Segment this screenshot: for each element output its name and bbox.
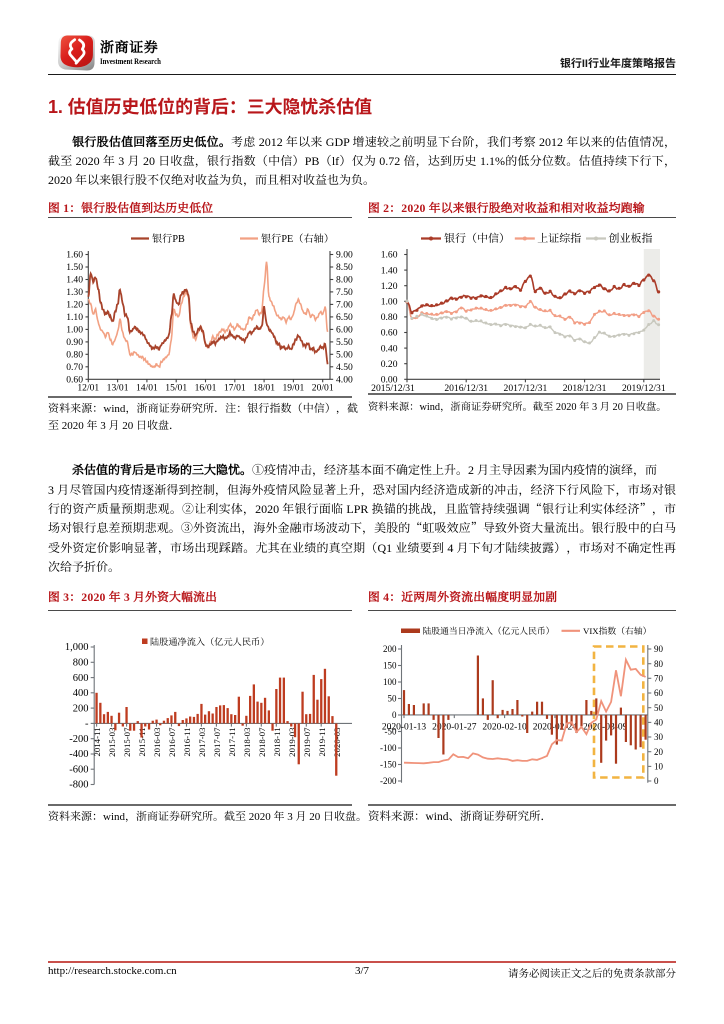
svg-text:17/01: 17/01 xyxy=(224,380,246,394)
svg-text:100: 100 xyxy=(383,675,397,688)
svg-text:1.40: 1.40 xyxy=(381,262,398,276)
svg-text:2015-07: 2015-07 xyxy=(120,727,133,757)
svg-text:600: 600 xyxy=(73,670,89,685)
svg-text:0.80: 0.80 xyxy=(66,347,83,361)
svg-text:20/01: 20/01 xyxy=(312,380,334,394)
svg-text:8.00: 8.00 xyxy=(336,272,353,286)
svg-text:VIX指数（右轴）: VIX指数（右轴） xyxy=(583,624,651,637)
svg-text:9.00: 9.00 xyxy=(336,247,353,261)
svg-text:19/01: 19/01 xyxy=(282,380,304,394)
svg-text:20: 20 xyxy=(654,745,664,758)
svg-text:-800: -800 xyxy=(69,777,88,792)
svg-text:6.00: 6.00 xyxy=(336,322,353,336)
svg-text:0: 0 xyxy=(392,708,397,721)
svg-text:-200: -200 xyxy=(380,774,397,787)
svg-text:1.40: 1.40 xyxy=(66,272,83,286)
svg-text:0: 0 xyxy=(654,774,659,787)
svg-text:2018-03: 2018-03 xyxy=(240,727,253,757)
svg-text:0.00: 0.00 xyxy=(381,372,398,386)
svg-text:2015-11: 2015-11 xyxy=(135,728,148,757)
svg-text:50: 50 xyxy=(388,692,398,705)
svg-text:1,000: 1,000 xyxy=(65,639,89,654)
svg-text:上证综指: 上证综指 xyxy=(537,230,581,246)
svg-text:2018-07: 2018-07 xyxy=(255,727,268,757)
svg-text:1.10: 1.10 xyxy=(66,309,83,323)
svg-text:14/01: 14/01 xyxy=(136,380,158,394)
svg-text:2017-03: 2017-03 xyxy=(195,727,208,757)
svg-text:2020-02-10: 2020-02-10 xyxy=(482,719,527,733)
svg-text:-600: -600 xyxy=(69,761,88,776)
svg-text:银行（中信）: 银行（中信） xyxy=(444,230,510,246)
svg-text:800: 800 xyxy=(73,655,89,670)
svg-text:2019-11: 2019-11 xyxy=(315,728,328,757)
svg-text:0.70: 0.70 xyxy=(66,359,83,373)
svg-text:7.50: 7.50 xyxy=(336,284,353,298)
svg-text:2014-11: 2014-11 xyxy=(90,728,103,757)
svg-text:80: 80 xyxy=(654,657,664,670)
svg-text:0.90: 0.90 xyxy=(66,334,83,348)
svg-text:-150: -150 xyxy=(380,758,397,771)
svg-text:10: 10 xyxy=(654,760,664,773)
svg-text:4.50: 4.50 xyxy=(336,359,353,373)
svg-text:5.00: 5.00 xyxy=(336,347,353,361)
svg-text:150: 150 xyxy=(383,659,397,672)
svg-text:60: 60 xyxy=(654,686,664,699)
svg-text:-400: -400 xyxy=(69,746,88,761)
svg-text:6.50: 6.50 xyxy=(336,309,353,323)
svg-text:18/01: 18/01 xyxy=(253,380,275,394)
svg-text:0.60: 0.60 xyxy=(66,372,83,386)
svg-text:2019/12/31: 2019/12/31 xyxy=(622,380,666,394)
svg-text:银行PE（右轴）: 银行PE（右轴） xyxy=(261,230,334,245)
svg-text:40: 40 xyxy=(654,716,664,729)
svg-text:1.00: 1.00 xyxy=(66,322,83,336)
svg-text:2017-11: 2017-11 xyxy=(225,728,238,757)
svg-text:-: - xyxy=(85,716,89,731)
svg-text:2019-07: 2019-07 xyxy=(300,727,313,757)
svg-text:-50: -50 xyxy=(385,725,397,738)
svg-text:2018-11: 2018-11 xyxy=(270,728,283,757)
svg-text:0.60: 0.60 xyxy=(381,325,398,339)
svg-text:2020-01-13: 2020-01-13 xyxy=(382,719,427,733)
svg-text:70: 70 xyxy=(654,672,664,685)
svg-text:1.00: 1.00 xyxy=(381,294,398,308)
svg-text:200: 200 xyxy=(383,642,397,655)
svg-text:0.20: 0.20 xyxy=(381,356,398,370)
svg-text:2018/12/31: 2018/12/31 xyxy=(563,380,607,394)
svg-text:13/01: 13/01 xyxy=(107,380,129,394)
svg-text:2016-07: 2016-07 xyxy=(165,727,178,757)
svg-text:7.00: 7.00 xyxy=(336,297,353,311)
svg-text:200: 200 xyxy=(73,700,89,715)
svg-text:2016-11: 2016-11 xyxy=(180,728,193,757)
svg-text:陆股通当日净流入（亿元人民币）: 陆股通当日净流入（亿元人民币） xyxy=(423,624,555,637)
svg-text:0.40: 0.40 xyxy=(381,340,398,354)
svg-text:12/01: 12/01 xyxy=(77,380,99,394)
svg-text:创业板指: 创业板指 xyxy=(609,230,653,246)
svg-text:2015-03: 2015-03 xyxy=(105,727,118,757)
svg-text:-100: -100 xyxy=(380,741,397,754)
svg-text:2015/12/31: 2015/12/31 xyxy=(371,380,415,394)
svg-text:1.20: 1.20 xyxy=(381,278,398,292)
svg-text:1.20: 1.20 xyxy=(66,297,83,311)
svg-text:5.50: 5.50 xyxy=(336,334,353,348)
svg-text:陆股通净流入（亿元人民币）: 陆股通净流入（亿元人民币） xyxy=(150,634,269,648)
svg-text:-200: -200 xyxy=(69,731,88,746)
svg-text:1.60: 1.60 xyxy=(381,247,398,261)
svg-text:2016/12/31: 2016/12/31 xyxy=(444,380,488,394)
svg-text:30: 30 xyxy=(654,730,664,743)
svg-text:16/01: 16/01 xyxy=(195,380,217,394)
svg-text:90: 90 xyxy=(654,642,664,655)
svg-text:2017/12/31: 2017/12/31 xyxy=(504,380,548,394)
svg-text:0.80: 0.80 xyxy=(381,309,398,323)
svg-text:2017-07: 2017-07 xyxy=(210,727,223,757)
svg-text:1.50: 1.50 xyxy=(66,259,83,273)
svg-text:50: 50 xyxy=(654,701,664,714)
svg-text:8.50: 8.50 xyxy=(336,259,353,273)
svg-text:400: 400 xyxy=(73,685,89,700)
svg-text:银行PB: 银行PB xyxy=(152,230,185,245)
svg-text:2016-03: 2016-03 xyxy=(150,727,163,757)
svg-text:15/01: 15/01 xyxy=(165,380,187,394)
svg-text:4.00: 4.00 xyxy=(336,372,353,386)
svg-text:1.60: 1.60 xyxy=(66,247,83,261)
svg-text:1.30: 1.30 xyxy=(66,284,83,298)
